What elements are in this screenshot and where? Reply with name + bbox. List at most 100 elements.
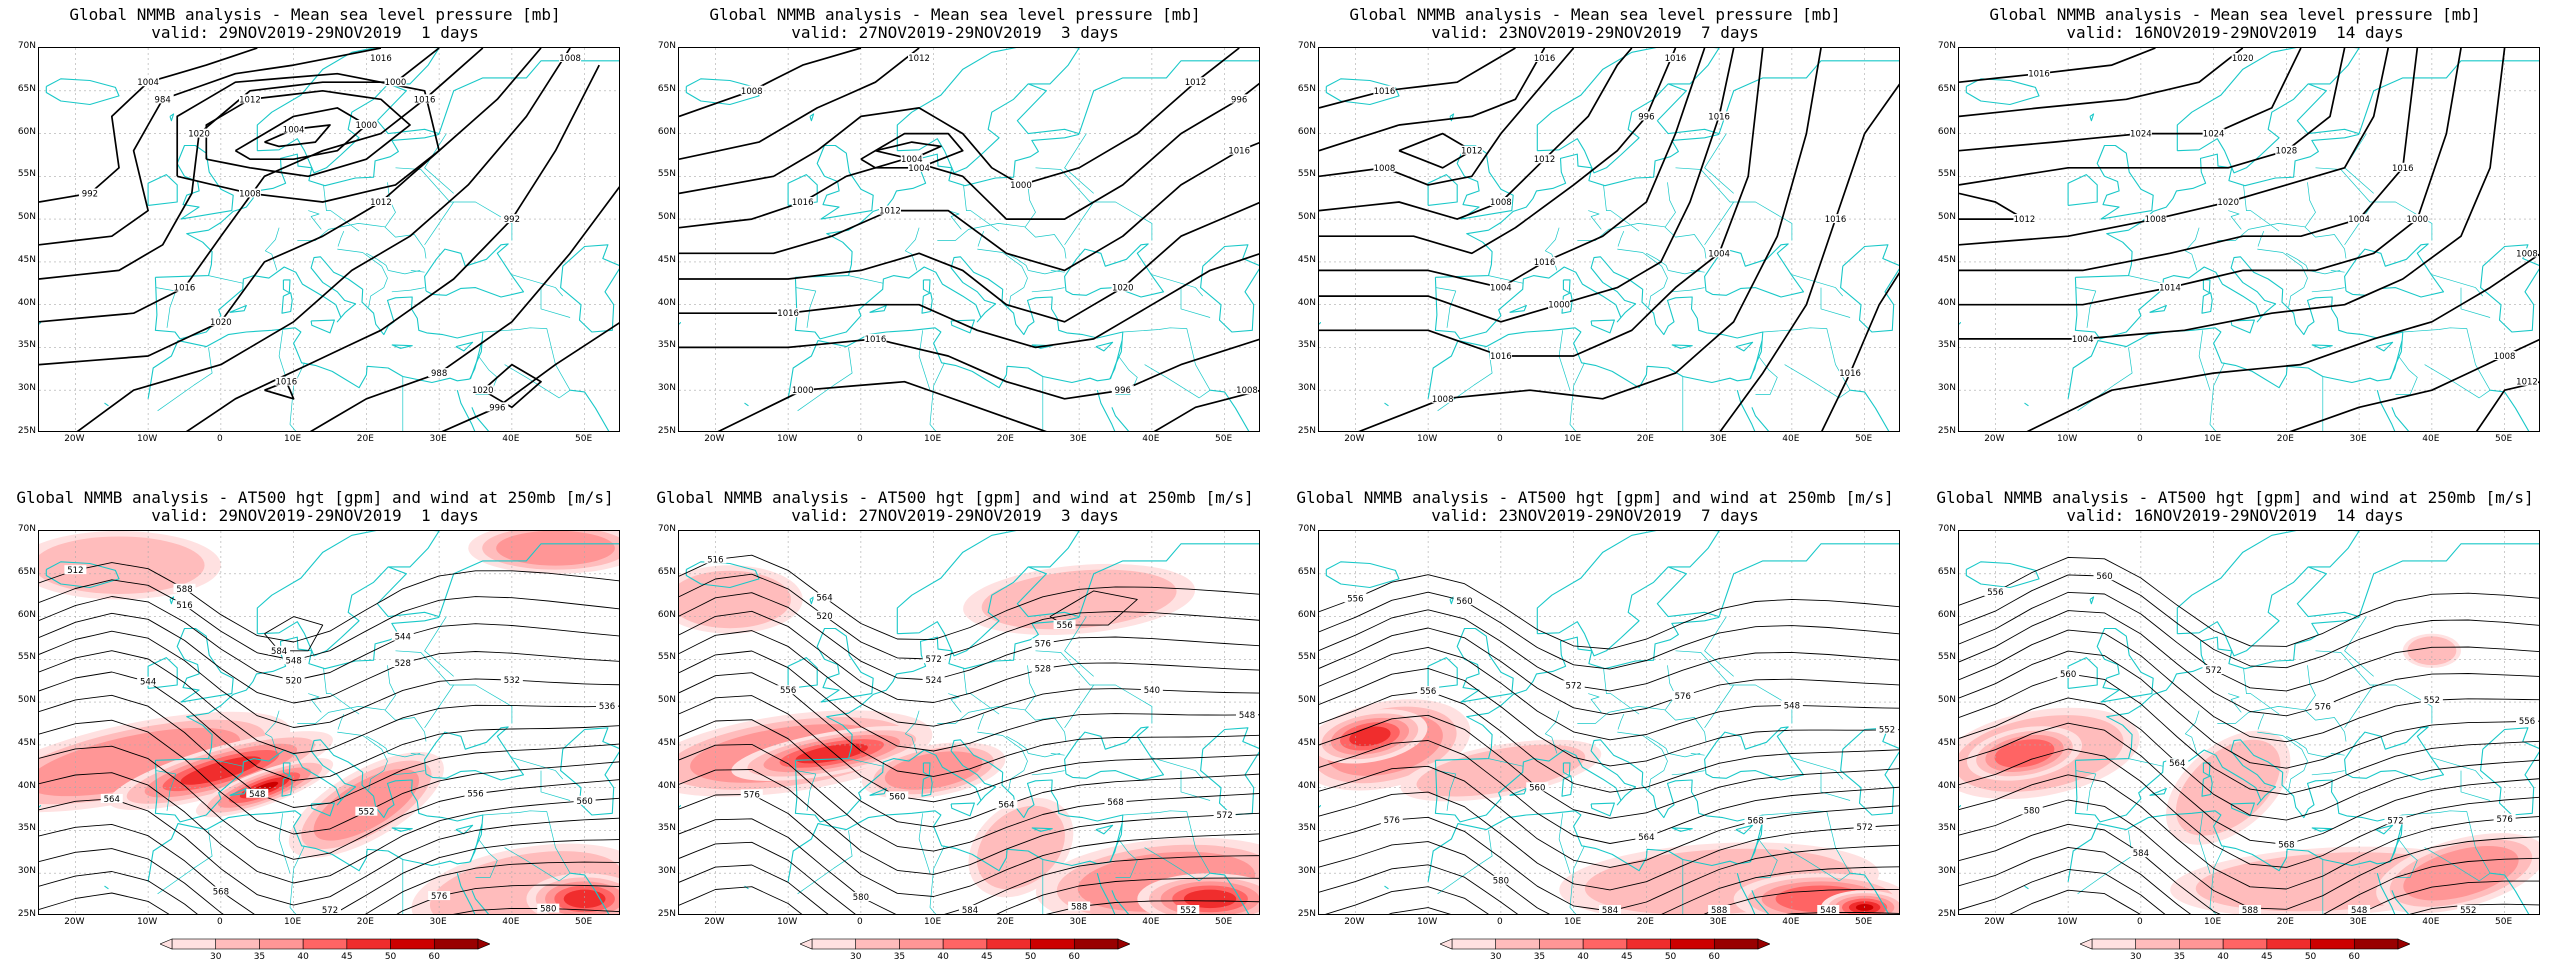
lat-tick-label: 65N (17, 83, 36, 94)
lat-tick-label: 60N (1297, 126, 1316, 137)
wind-shading (39, 531, 619, 914)
contour-label: 1012 (1461, 147, 1483, 157)
lat-tick-label: 65N (1297, 566, 1316, 577)
lat-tick-label: 70N (1937, 41, 1956, 51)
contour-label: 1004 (283, 125, 305, 135)
lat-tick-label: 25N (17, 909, 36, 919)
contour-label: 1020 (1112, 284, 1134, 294)
lat-lon-grid (1319, 48, 1899, 431)
contour-label: 552 (358, 808, 374, 818)
contour-label: 1016 (174, 284, 196, 294)
lon-tick-label: 30E (1709, 434, 1727, 444)
panel-title: Global NMMB analysis - AT500 hgt [gpm] a… (1936, 488, 2534, 507)
colorbar-swatch (2310, 938, 2355, 950)
lat-tick-label: 70N (1297, 41, 1316, 51)
colorbar-swatch (811, 938, 857, 950)
contour-label: 1000 (2407, 215, 2429, 225)
contour-label: 516 (707, 555, 723, 565)
contour-label: 1012 (1185, 78, 1207, 88)
contour-labels: 5325365405445485525565605645685725765805… (1344, 593, 1898, 915)
lon-tick-label: 30E (1069, 434, 1087, 444)
colorbar-tick-label: 45 (981, 952, 993, 962)
lon-tick-label: 10W (1416, 434, 1438, 444)
map-frame: 5365405445485525565605645685725765805845… (1958, 530, 2540, 915)
isobars (679, 48, 1259, 431)
contour-label: 516 (176, 601, 192, 611)
contour-label: 1024 (2203, 130, 2225, 140)
colorbar-max-arrow (2397, 938, 2410, 950)
contour-label: 1020 (472, 386, 494, 396)
contour-label: 576 (744, 790, 760, 800)
contour-label: 512 (67, 566, 83, 576)
contour-label: 580 (1493, 877, 1509, 887)
contour-label: 588 (176, 585, 192, 595)
isobars (1319, 48, 1899, 431)
contour-label: 584 (271, 647, 287, 657)
lat-tick-label: 25N (1297, 909, 1316, 919)
lon-tick-label: 10E (284, 434, 302, 444)
wind-shading (679, 563, 1259, 914)
colorbar-swatch (215, 938, 260, 950)
panel-valid-period: valid: 27NOV2019-29NOV2019 3 days (791, 23, 1119, 42)
contour-label: 1008 (239, 189, 261, 199)
mslp-panel-2: Global NMMB analysis - Mean sea level pr… (640, 0, 1270, 480)
contour-label: 564 (1638, 833, 1654, 843)
colorbar-tick-label: 50 (384, 952, 397, 962)
contour-label: 1016 (414, 95, 436, 105)
contour-label: 1008 (1432, 395, 1454, 405)
contour-label: 572 (2206, 666, 2222, 676)
lon-tick-label: 50E (2495, 434, 2513, 444)
lon-tick-label: 20E (2276, 434, 2294, 444)
lon-tick-label: 20W (1984, 434, 2005, 444)
contour-label: 556 (1420, 687, 1436, 697)
contour-label: 1012 (908, 54, 930, 64)
map-canvas: 512 516 520 528 532 536 544 548 552 556 560 564 568 5… (39, 531, 619, 914)
map-frame: 5325365405445485525565605645685725765805… (1318, 530, 1900, 915)
lat-tick-label: 50N (1297, 212, 1316, 223)
lat-tick-label: 40N (1937, 780, 1956, 791)
contour-label: 588 (2242, 906, 2258, 915)
wind-speed-area (1349, 726, 1391, 747)
lon-tick-label: 20E (996, 917, 1014, 927)
wind-speed-area (795, 743, 868, 764)
contour-label: 1016 (276, 378, 298, 388)
colorbar-tick-label: 45 (341, 952, 353, 962)
height-contours (1959, 556, 2539, 914)
lon-tick-label: 40E (1142, 434, 1160, 444)
lat-tick-label: 70N (657, 524, 676, 534)
lon-tick-label: 40E (1782, 917, 1800, 927)
colorbar-tick-label: 50 (1664, 952, 1677, 962)
colorbar-tick-label: 35 (253, 952, 266, 962)
contour-label: 552 (2424, 696, 2440, 706)
contour-label: 1016 (777, 309, 799, 319)
wind-colorbar: 30 35 40 45 50 60 (1440, 938, 1770, 962)
map-canvas: 1008101610041008996100410001004100810161… (1319, 48, 1899, 431)
lon-tick-label: 20W (704, 917, 725, 927)
contour-label: 1014 (2159, 284, 2181, 294)
contour-label: 996 (1638, 112, 1654, 122)
lon-tick-label: 40E (1782, 434, 1800, 444)
contour-label: 584 (1602, 906, 1618, 915)
lat-tick-label: 55N (17, 169, 36, 180)
colorbar-swatch (2135, 938, 2180, 950)
colorbar-swatch (433, 938, 479, 950)
lat-tick-label: 30N (1937, 383, 1956, 394)
height-contours (679, 554, 1259, 914)
contour-label: 556 (467, 790, 483, 800)
colorbar-tick-label: 60 (1708, 952, 1721, 962)
wind-shading (1319, 699, 1899, 914)
colorbar-swatch (1713, 938, 1759, 950)
map-canvas: 992 984 1000 1016 1012 1008 992 988 996 1000 1004 1… (39, 48, 619, 431)
contour-label: 1000 (1010, 181, 1032, 191)
contour-label: 1016 (1534, 54, 1556, 64)
contour-label: 568 (213, 887, 229, 897)
contour-label: 1016 (1708, 112, 1730, 122)
contour-label: 1000 (792, 386, 814, 396)
wind-speed-area (1994, 739, 2055, 768)
isobars (1959, 48, 2539, 431)
lat-tick-label: 60N (657, 609, 676, 620)
lon-tick-label: 20W (64, 917, 85, 927)
contour-label: 568 (1747, 817, 1763, 827)
lat-tick-label: 40N (1937, 297, 1956, 308)
colorbar-min-arrow (160, 938, 173, 950)
